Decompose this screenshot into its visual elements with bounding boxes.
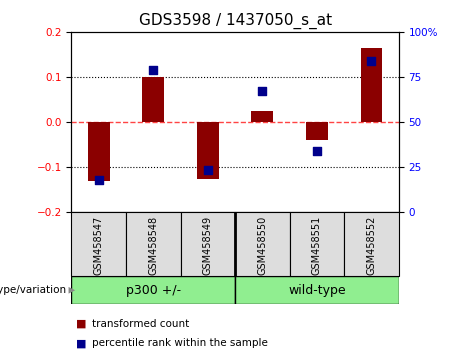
Bar [344,212,399,276]
Point [149,67,157,73]
Bar [252,111,273,122]
Title: GDS3598 / 1437050_s_at: GDS3598 / 1437050_s_at [139,13,331,29]
Text: GSM458551: GSM458551 [312,216,322,275]
Point [259,88,266,93]
Text: GSM458547: GSM458547 [94,216,104,275]
Bar [71,212,126,276]
Text: GSM458548: GSM458548 [148,216,158,275]
Bar [235,212,290,276]
Point [95,177,102,183]
Text: wild-type: wild-type [288,284,346,297]
Text: percentile rank within the sample: percentile rank within the sample [92,338,268,348]
Bar [197,122,219,178]
Bar [142,77,164,122]
Text: GSM458549: GSM458549 [203,216,213,275]
Text: genotype/variation: genotype/variation [0,285,67,295]
Point [204,167,212,172]
Bar [290,212,344,276]
Text: GSM458552: GSM458552 [366,216,377,275]
Point [368,58,375,64]
Text: p300 +/-: p300 +/- [126,284,181,297]
Bar [88,122,110,181]
Bar [126,212,181,276]
Bar [361,48,382,122]
Bar [306,122,328,140]
Text: ■: ■ [76,338,87,348]
Point [313,149,321,154]
Bar [71,276,235,304]
Text: transformed count: transformed count [92,319,189,329]
Bar [235,276,399,304]
Bar [181,212,235,276]
Text: GSM458550: GSM458550 [257,216,267,275]
Text: ■: ■ [76,319,87,329]
